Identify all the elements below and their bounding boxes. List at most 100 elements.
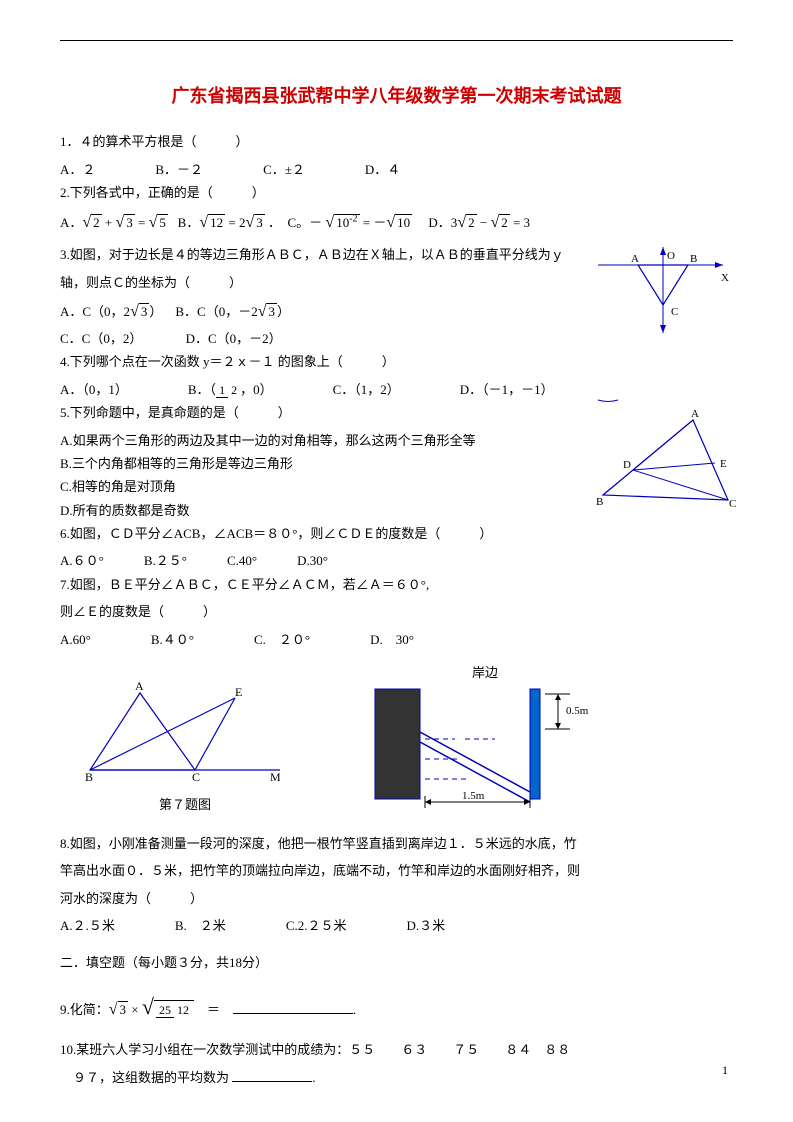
q3-opt-c: C．C（0，2） [60, 331, 142, 346]
q1-opt-a: A．２ [60, 158, 95, 181]
q10-line2-text: ９７，这组数据的平均数为 [60, 1070, 232, 1085]
q8-line2: 竿高出水面０．５米，把竹竿的顶端拉向岸边，底端不动，竹竿和岸边的水面刚好相齐，则 [60, 859, 733, 882]
blank-input[interactable] [233, 1000, 353, 1014]
sqrt-icon: √ [142, 994, 154, 1019]
label-e: E [720, 458, 727, 470]
q3a-post: ） [149, 304, 162, 319]
q2-sqrt2: 2 [91, 214, 102, 230]
q8-opt-c: C.2.２５米 [286, 914, 347, 937]
q7-fig-label: 第７题图 [80, 793, 290, 816]
q2-b-pre: B． [178, 215, 200, 230]
q7-opt-c: C. ２０° [254, 628, 310, 651]
q3a-pre: A．C（0，2 [60, 304, 130, 319]
q2-sqrt2d2: 2 [499, 214, 510, 230]
sqrt-icon: √ [325, 214, 334, 231]
section2-title: 二．填空题（每小题３分，共18分） [60, 951, 733, 974]
q1-options: A．２ B．－２ C．±２ D．４ [60, 158, 733, 181]
q10-line2: ９７，这组数据的平均数为 . [60, 1066, 733, 1089]
sqrt-icon: √ [457, 214, 466, 231]
q2-sqrt3b: 3 [254, 214, 265, 230]
q8-opt-b: B. ２米 [175, 914, 226, 937]
q1-opt-b: B．－２ [155, 158, 203, 181]
label-b: B [596, 496, 603, 508]
q2-c-eq: = － [360, 215, 387, 230]
q6-opt-c: C.40° [227, 549, 257, 572]
q3-sqrt3a: 3 [139, 303, 150, 319]
page-number: 1 [722, 1060, 728, 1082]
q2-sqrt12: 12 [208, 214, 225, 230]
sqrt-icon: √ [130, 303, 139, 320]
q3-opt-b: B．C（0，－2√3） [175, 304, 290, 319]
q2-sqrt3: 3 [124, 214, 135, 230]
q2-options: A．√2 + √3 = √5 B．√12 = 2√3 ． C。－ √10-2 =… [60, 209, 733, 238]
q4-opt-c: C．（1，2） [333, 378, 400, 401]
q7-line1: 7.如图，ＢＥ平分∠ＡＢＣ，ＣＥ平分∠ＡＣＭ，若∠Ａ＝６０°, [60, 573, 733, 596]
q2-d-eq: = 3 [510, 215, 530, 230]
q4-opt-a: A．（0，1） [60, 378, 128, 401]
q9: 9.化简：√3 × √2512 ＝ . [60, 987, 733, 1027]
q1-opt-c: C．±２ [263, 158, 305, 181]
q2-c-pre: ． C。－ [268, 215, 325, 230]
q10-line1: 10.某班六人学习小组在一次数学测试中的成绩为：５５ ６３ ７５ ８４ ８８ [60, 1038, 733, 1061]
sqrt-icon: √ [490, 214, 499, 231]
q6-opt-b: B.２５° [144, 549, 187, 572]
q4-opt-d: D．（－1，－1） [460, 378, 554, 401]
label-b: B [690, 253, 697, 265]
label-a: A [691, 408, 699, 420]
q56-figure-icon: A D E B C [593, 395, 738, 510]
q2-a-pre: A． [60, 215, 82, 230]
q2-text: 2.下列各式中，正确的是（ ） [60, 181, 733, 204]
q8-opt-d: D.３米 [406, 914, 445, 937]
q9-end: . [353, 1002, 356, 1017]
label-c: C [729, 498, 736, 510]
q2-sqrt10: 10 [395, 214, 412, 230]
label-e: E [235, 685, 242, 699]
figure-row: A E B C M 第７题图 岸边 0.5m [80, 661, 733, 817]
page-title: 广东省揭西县张武帮中学八年级数学第一次期末考试试题 [60, 80, 733, 112]
header-rule [60, 40, 733, 41]
q4b-pre: B．（ [188, 382, 216, 397]
sqrt-icon: √ [109, 1001, 118, 1018]
q8-opt-a: A.２.５米 [60, 914, 115, 937]
q9-post: ＝ [194, 1002, 233, 1017]
q1-text: 1．４的算术平方根是（ ） [60, 130, 733, 153]
q9-mid: × [128, 1002, 142, 1017]
q3-opt-d: D．C（0，－2） [186, 331, 282, 346]
q2-d-pre: D．3 [415, 215, 457, 230]
q3b-post: ） [277, 304, 290, 319]
q3b-pre: B．C（0，－2 [175, 304, 257, 319]
q8-line1: 8.如图，小刚准备测量一段河的深度，他把一根竹竿竖直插到离岸边１．５米远的水底，… [60, 832, 733, 855]
blank-input[interactable] [232, 1068, 312, 1082]
label-d: D [623, 459, 631, 471]
shore-label: 岸边 [370, 661, 600, 684]
q4-text: 4.下列哪个点在一次函数 y＝２ｘ－１ 的图象上（ ） [60, 350, 733, 373]
dim2: 1.5m [462, 790, 485, 802]
q9-pre: 9.化简： [60, 1002, 109, 1017]
q2-sqrt10e: 10-2 [334, 214, 359, 230]
q7-line2: 则∠Ｅ的度数是（ ） [60, 600, 733, 623]
q6-opt-a: A.６０° [60, 549, 104, 572]
q2-d-mid: − [477, 215, 491, 230]
q6-options: A.６０° B.２５° C.40° D.30° [60, 549, 733, 572]
q3-figure-icon: A O B C X [593, 245, 733, 340]
sqrt-frac-icon: 2512 [154, 1000, 194, 1018]
q2-sqrt2d: 2 [466, 214, 477, 230]
label-x: X [721, 272, 729, 284]
sqrt-icon: √ [116, 214, 125, 231]
label-a: A [631, 253, 639, 265]
q8-options: A.２.５米 B. ２米 C.2.２５米 D.３米 [60, 914, 733, 937]
q8-figure-icon: 0.5m 1.5m [370, 684, 600, 809]
q7-opt-b: B.４０° [151, 628, 194, 651]
q10-end: . [312, 1070, 315, 1085]
sqrt-icon: √ [245, 214, 254, 231]
q8-line3: 河水的深度为（ ） [60, 887, 733, 910]
dim1: 0.5m [566, 705, 589, 717]
q2-a-eq: = [135, 215, 149, 230]
q7-opt-d: D. 30° [370, 628, 414, 651]
q4b-post: ，0） [240, 382, 273, 397]
q9-sqrt3: 3 [118, 1001, 129, 1017]
sqrt-icon: √ [199, 214, 208, 231]
q6-text: 6.如图，ＣＤ平分∠ACB，∠ACB＝８０°，则∠ＣＤＥ的度数是（ ） [60, 522, 733, 545]
q4-opt-b: B．（12，0） [188, 378, 273, 401]
q7-options: A.60° B.４０° C. ２０° D. 30° [60, 628, 733, 651]
